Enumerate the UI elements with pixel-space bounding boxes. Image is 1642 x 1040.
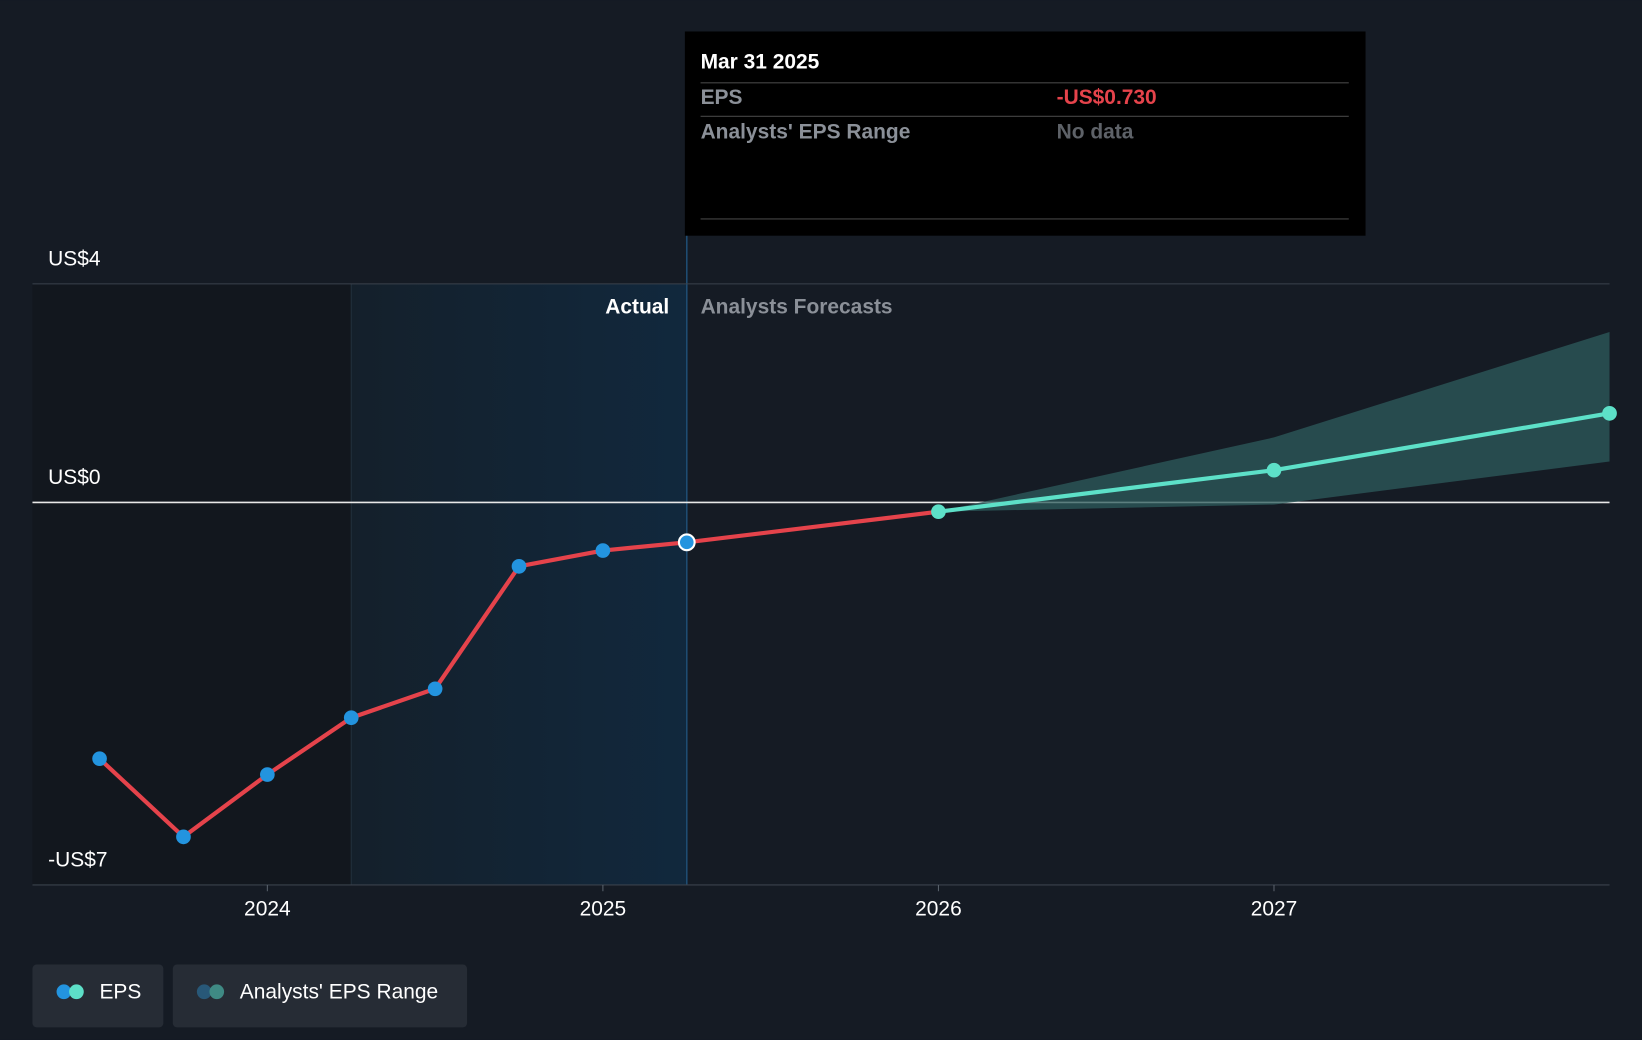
actual-region xyxy=(351,283,687,885)
forecast-point xyxy=(931,504,946,520)
tooltip-title: Mar 31 2025 xyxy=(701,50,820,73)
forecast-point xyxy=(1266,462,1282,478)
x-tick-label: 2025 xyxy=(580,898,627,921)
x-tick-label: 2027 xyxy=(1251,898,1298,921)
forecast-point xyxy=(1602,406,1617,421)
tooltip-value: No data xyxy=(1057,121,1134,144)
legend-button[interactable] xyxy=(32,964,164,1028)
forecast-range xyxy=(938,331,1610,512)
x-tick-label: 2024 xyxy=(244,898,291,921)
x-tick-label: 2026 xyxy=(915,898,962,921)
tooltip-label: Analysts' EPS Range xyxy=(701,121,911,144)
eps-point xyxy=(511,559,527,574)
annotation: Analysts Forecasts xyxy=(701,295,893,318)
plot-area: US$4 US$0 -US$7 2024 2025 2026 2027 xyxy=(32,235,1617,921)
tooltip: Mar 31 2025 EPS -US$0.730 Analysts' EPS … xyxy=(684,31,1366,236)
annotation: Actual xyxy=(605,295,669,318)
tooltip-box xyxy=(684,31,1366,236)
legend-swatch xyxy=(69,984,84,1000)
legend: EPS Analysts' EPS Range xyxy=(32,964,468,1028)
eps-point xyxy=(260,767,275,782)
legend-button[interactable] xyxy=(172,964,468,1028)
eps-point xyxy=(677,533,696,552)
legend-label[interactable]: Analysts' EPS Range xyxy=(240,980,438,1003)
eps-point xyxy=(427,681,443,697)
legend-label[interactable]: EPS xyxy=(99,980,141,1003)
y-tick-label: US$0 xyxy=(48,466,100,489)
tooltip-value: -US$0.730 xyxy=(1057,86,1157,109)
past-region xyxy=(32,283,352,885)
legend-swatch xyxy=(196,984,212,1000)
eps-point xyxy=(343,710,359,726)
eps-point xyxy=(176,829,191,845)
eps-point xyxy=(595,543,611,558)
legend-swatch xyxy=(56,984,72,1000)
y-tick-label: US$4 xyxy=(48,247,101,270)
legend-item[interactable]: EPS xyxy=(32,964,164,1028)
tooltip-label: EPS xyxy=(701,86,743,109)
legend-item[interactable]: Analysts' EPS Range xyxy=(172,964,468,1028)
eps-point xyxy=(92,751,107,767)
y-tick-label: -US$7 xyxy=(48,848,107,871)
legend-swatch xyxy=(209,984,225,1000)
